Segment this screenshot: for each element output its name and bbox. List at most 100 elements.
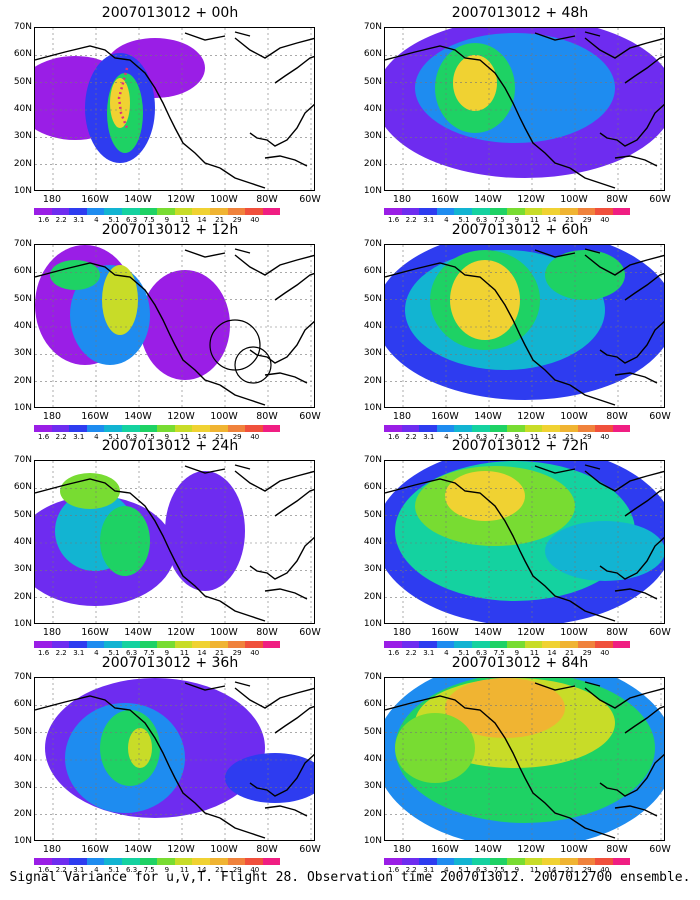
lon-tick-label: 140W [124, 627, 152, 638]
variance-contour [165, 471, 245, 591]
colorbar-swatch [86, 425, 105, 432]
coastline [35, 45, 221, 169]
coastline [219, 600, 266, 622]
colorbar-level-label: 6.3 [476, 433, 488, 441]
colorbar-level-label: 2.2 [405, 216, 417, 224]
target-circle [234, 346, 272, 384]
lat-tick-label: 30N [13, 781, 32, 792]
colorbar-level-label: 29 [582, 216, 592, 224]
lon-tick-label: 100W [210, 844, 238, 855]
map-canvas [35, 461, 314, 623]
colorbar-swatch [401, 641, 420, 648]
map-canvas [385, 28, 664, 190]
colorbar-level-label: 9 [164, 866, 170, 874]
colorbar-level-label: 1.6 [38, 216, 50, 224]
lon-tick-label: 60W [649, 844, 671, 855]
coastline [624, 55, 664, 84]
variance-map [384, 27, 665, 191]
coastline [184, 682, 226, 691]
colorbar-level-label: 3.1 [423, 866, 435, 874]
coastline [184, 32, 226, 41]
coastline [534, 32, 576, 41]
colorbar-swatch [86, 641, 105, 648]
lon-tick-label: 80W [606, 194, 628, 205]
colorbar-level-label: 21 [215, 866, 225, 874]
colorbar [384, 641, 648, 648]
lat-tick-label: 10N [13, 186, 32, 196]
colorbar-level-label: 14 [197, 216, 207, 224]
lat-tick-label: 70N [13, 22, 32, 32]
lon-tick-label: 60W [299, 411, 321, 422]
variance-contour [225, 753, 314, 803]
lon-tick-label: 100W [560, 411, 588, 422]
lon-tick-label: 140W [474, 194, 502, 205]
colorbar-swatch [384, 208, 402, 215]
colorbar-swatch [454, 641, 472, 648]
map-canvas [385, 678, 664, 840]
coastline [264, 155, 308, 167]
colorbar-swatch [245, 641, 263, 648]
colorbar-level-label: 29 [232, 216, 242, 224]
lat-tick-label: 30N [363, 564, 382, 575]
colorbar-swatch [280, 858, 298, 865]
colorbar-swatch [69, 208, 87, 215]
colorbar-swatch [489, 208, 508, 215]
colorbar-level-label: 6.3 [126, 216, 138, 224]
lon-tick-label: 180 [42, 194, 62, 205]
lon-tick-label: 120W [167, 411, 195, 422]
lon-tick-label: 180 [42, 844, 62, 855]
colorbar-level-label: 5.1 [108, 649, 120, 657]
lon-tick-label: 100W [560, 194, 588, 205]
coastline [584, 254, 664, 276]
colorbar [34, 641, 298, 648]
colorbar-swatch [401, 858, 420, 865]
lat-tick-label: 60N [363, 699, 382, 710]
lat-tick-label: 10N [363, 619, 382, 629]
panel-title: 2007013012 + 12h [101, 222, 239, 238]
map-panel: 2007013012 + 00h 70N 60N 50N 40N 30N 20N 10N 180… [0, 5, 340, 224]
coastline [569, 384, 616, 406]
colorbar-level-label: 11 [179, 866, 189, 874]
colorbar-swatch [51, 858, 70, 865]
colorbar-swatch [612, 858, 631, 865]
colorbar-swatch [630, 858, 648, 865]
colorbar-level-label: 6.3 [476, 649, 488, 657]
colorbar-swatch [419, 425, 437, 432]
colorbar-level-label: 3.1 [73, 649, 85, 657]
colorbar-swatch [34, 641, 52, 648]
colorbar-swatch [139, 858, 158, 865]
colorbar-level-label: 40 [600, 433, 610, 441]
lat-tick-label: 10N [13, 619, 32, 629]
colorbar-level-label: 21 [565, 866, 575, 874]
map-canvas [385, 461, 664, 623]
lon-tick-label: 100W [210, 627, 238, 638]
colorbar-level-label: 3.1 [73, 866, 85, 874]
lat-tick-label: 30N [13, 348, 32, 359]
colorbar-level-label: 21 [565, 649, 575, 657]
panel-title: 2007013012 + 84h [451, 655, 589, 671]
coastline [599, 753, 664, 797]
lon-tick-label: 160W [81, 844, 109, 855]
colorbar-swatch [595, 641, 613, 648]
colorbar-swatch [262, 641, 281, 648]
colorbar-level-label: 11 [529, 216, 539, 224]
colorbar-level-label: 1.6 [38, 866, 50, 874]
lon-tick-label: 80W [606, 411, 628, 422]
colorbar-swatch [471, 858, 490, 865]
colorbar-level-label: 3.1 [423, 216, 435, 224]
lat-tick-label: 70N [363, 672, 382, 682]
lat-tick-label: 30N [363, 781, 382, 792]
colorbar-labels: 1.6 2.2 3.1 4 5.1 6.3 7.5 9 11 14 21 29 40 [34, 433, 334, 443]
colorbar-swatch [454, 858, 472, 865]
panel-title: 2007013012 + 00h [101, 5, 239, 21]
colorbar-level-label: 9 [514, 649, 520, 657]
colorbar-labels: 1.6 2.2 3.1 4 5.1 6.3 7.5 9 11 14 21 29 40 [34, 866, 334, 876]
colorbar-level-label: 7.5 [143, 433, 155, 441]
variance-contour [128, 728, 152, 768]
colorbar-swatch [436, 425, 455, 432]
colorbar-level-label: 40 [600, 216, 610, 224]
colorbar-level-label: 40 [250, 433, 260, 441]
coastline [264, 588, 308, 600]
colorbar-swatch [542, 641, 560, 648]
lat-tick-label: 10N [363, 403, 382, 413]
